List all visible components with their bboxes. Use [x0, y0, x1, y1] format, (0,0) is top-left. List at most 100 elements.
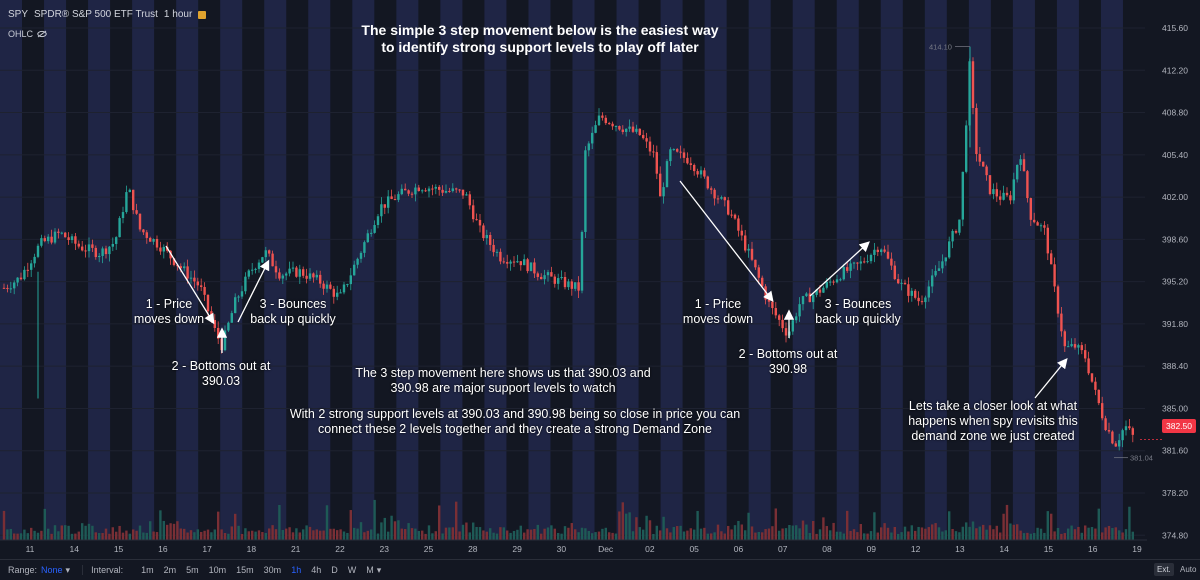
interval-button-15m[interactable]: 15m — [236, 565, 254, 575]
volume-bar — [1077, 526, 1080, 540]
annotation-step2-left: 2 - Bottoms out at 390.03 — [170, 359, 272, 389]
volume-bar — [937, 527, 941, 540]
candle-body — [50, 236, 53, 243]
symbol-name: SPDR® S&P 500 ETF Trust — [34, 9, 158, 20]
candle-body — [397, 194, 400, 200]
auto-button[interactable]: Auto — [1180, 565, 1197, 574]
candle-body — [628, 126, 631, 129]
candle-body — [94, 247, 97, 258]
candle-body — [478, 219, 482, 226]
volume-bar — [608, 532, 611, 540]
candle-body — [832, 281, 835, 283]
volume-bar — [934, 523, 937, 540]
candle-body — [635, 128, 638, 132]
volume-bar — [801, 520, 805, 540]
volume-bar — [33, 530, 36, 540]
time-tick-label: 29 — [512, 544, 522, 554]
interval-button-2m[interactable]: 2m — [163, 565, 177, 575]
volume-bar — [710, 533, 713, 540]
candle-body — [563, 276, 567, 288]
candle-body — [1077, 345, 1080, 348]
price-tick-label: 374.80 — [1162, 530, 1188, 540]
volume-bar — [543, 528, 546, 540]
volume-bar — [713, 532, 716, 540]
interval-button-5m[interactable]: 5m — [186, 565, 199, 575]
volume-bar — [142, 532, 145, 540]
candle-body — [203, 286, 206, 295]
candle-body — [237, 296, 240, 298]
interval-button-D[interactable]: D — [331, 565, 338, 575]
volume-bar — [818, 529, 822, 540]
candle-body — [111, 243, 114, 247]
interval-button-30m[interactable]: 30m — [263, 565, 282, 575]
interval-button-W[interactable]: W — [347, 565, 357, 575]
interval-button-1h[interactable]: 1h — [291, 565, 302, 575]
candle-body — [359, 252, 363, 259]
interval-button-M[interactable]: M — [366, 565, 374, 575]
interval-label[interactable]: 1 hour — [163, 9, 193, 20]
volume-bar — [234, 513, 237, 540]
candle-body — [404, 188, 407, 191]
candle-body — [448, 190, 451, 192]
candle-body — [1009, 195, 1012, 201]
candle-body — [604, 117, 607, 124]
candle-body — [23, 269, 26, 280]
candle-body — [295, 267, 298, 277]
session-band — [572, 0, 595, 540]
candle-body — [64, 232, 67, 238]
volume-bar — [257, 530, 261, 540]
candle-body — [264, 250, 267, 258]
candle-body — [842, 267, 845, 280]
candle-body — [798, 304, 801, 317]
candle-body — [689, 163, 692, 165]
candle-body — [557, 278, 560, 284]
candle-body — [1118, 440, 1121, 447]
interval-dropdown-icon[interactable]: ▾ — [376, 564, 382, 575]
volume-bar — [213, 529, 216, 540]
volume-bar — [961, 526, 964, 540]
volume-bar — [1060, 533, 1063, 540]
candle-body — [312, 273, 315, 278]
volume-bar — [1114, 527, 1117, 540]
volume-bar — [863, 533, 866, 540]
volume-bar — [1016, 524, 1019, 540]
volume-bar — [325, 505, 329, 540]
volume-bar — [138, 525, 142, 540]
session-band — [1056, 0, 1079, 540]
volume-bar — [631, 531, 635, 540]
range-dropdown-icon[interactable]: ▾ — [65, 564, 71, 575]
volume-bar — [1084, 525, 1087, 540]
volume-bar — [655, 525, 658, 540]
volume-bar — [679, 525, 682, 540]
price-tick-label: 388.40 — [1162, 361, 1188, 371]
interval-button-4h[interactable]: 4h — [311, 565, 322, 575]
volume-bar — [645, 515, 648, 540]
candle-body — [424, 190, 427, 192]
ext-button[interactable]: Ext. — [1154, 563, 1174, 576]
volume-bar — [975, 528, 978, 540]
volume-bar — [81, 523, 84, 540]
symbol-ticker[interactable]: SPY — [8, 9, 29, 20]
range-select[interactable]: None — [41, 565, 63, 575]
volume-bar — [886, 527, 890, 540]
volume-bar — [1070, 525, 1073, 540]
volume-bar — [781, 528, 784, 540]
candle-body — [1036, 222, 1039, 226]
volume-bar — [149, 521, 152, 540]
candle-body — [880, 249, 883, 253]
interval-button-10m[interactable]: 10m — [208, 565, 227, 575]
candle-body — [927, 286, 930, 298]
session-shading — [0, 0, 1123, 540]
volume-bar — [733, 525, 737, 540]
step1-right-line1: 1 - Price — [694, 297, 742, 311]
interval-button-1m[interactable]: 1m — [141, 565, 154, 575]
volume-bar — [570, 523, 573, 540]
volume-bar — [1033, 532, 1036, 540]
eye-hidden-icon[interactable] — [37, 30, 47, 38]
volume-bar — [373, 499, 376, 540]
candle-body — [982, 161, 985, 167]
price-tick-label: 378.20 — [1162, 488, 1188, 498]
time-tick-label: 30 — [557, 544, 567, 554]
candle-body — [995, 189, 998, 197]
